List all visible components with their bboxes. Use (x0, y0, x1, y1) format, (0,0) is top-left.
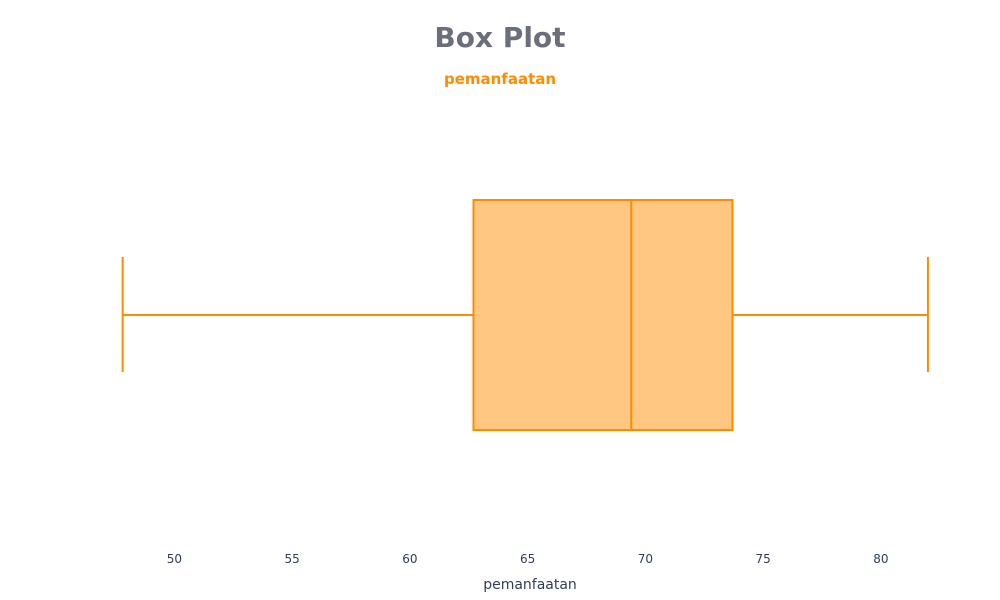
x-tick-label: 60 (402, 552, 417, 566)
box-series (121, 199, 929, 431)
chart-title: Box Plot (434, 21, 565, 54)
x-tick-label: 50 (167, 552, 182, 566)
x-tick-label: 65 (520, 552, 535, 566)
x-tick-label: 75 (755, 552, 770, 566)
x-axis-ticks: 50 55 60 65 70 75 80 (167, 552, 889, 566)
chart-subtitle: pemanfaatan (444, 70, 556, 88)
x-tick-label: 70 (638, 552, 653, 566)
iqr-box (472, 199, 734, 431)
x-tick-label: 80 (873, 552, 888, 566)
x-tick-label: 55 (285, 552, 300, 566)
x-axis-title: pemanfaatan (483, 577, 577, 593)
